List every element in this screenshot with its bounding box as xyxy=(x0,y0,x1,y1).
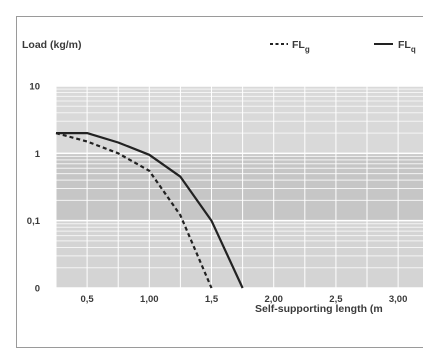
decade-band xyxy=(56,220,423,288)
x-tick-label: 1,00 xyxy=(140,294,159,305)
legend-label-flq: FLq xyxy=(398,39,416,54)
x-tick-labels: 0,5 1,00 1,5 2,00 2,5 3,00 xyxy=(80,294,407,305)
background-bands xyxy=(56,86,423,288)
legend-label-sub: q xyxy=(411,45,416,54)
y-tick-label: 10 xyxy=(29,82,40,93)
legend-label-sub: g xyxy=(305,45,310,54)
minor-gridlines xyxy=(56,88,423,269)
y-tick-label: 0 xyxy=(35,284,40,295)
vertical-gridlines xyxy=(55,86,399,288)
legend-label-main: FL xyxy=(292,39,305,51)
x-tick-label: 2,00 xyxy=(264,294,283,305)
legend-label-main: FL xyxy=(398,39,411,51)
x-axis-label: Self-supporting length (m xyxy=(255,303,383,315)
y-tick-label: 1 xyxy=(35,149,41,160)
legend: FLg FLq xyxy=(270,39,416,54)
y-axis-label: Load (kg/m) xyxy=(22,39,82,51)
series-lines xyxy=(55,132,244,289)
series-line-flg xyxy=(55,132,213,289)
x-tick-label: 1,5 xyxy=(205,294,219,305)
legend-label-flg: FLg xyxy=(292,39,310,54)
y-tick-labels: 10 1 0,1 0 xyxy=(27,82,41,295)
y-tick-label: 0,1 xyxy=(27,216,41,227)
series-line-flq xyxy=(56,132,244,289)
decade-band xyxy=(56,153,423,221)
x-tick-label: 2,5 xyxy=(329,294,343,305)
x-tick-label: 3,00 xyxy=(389,294,408,305)
x-tick-label: 0,5 xyxy=(80,294,94,305)
